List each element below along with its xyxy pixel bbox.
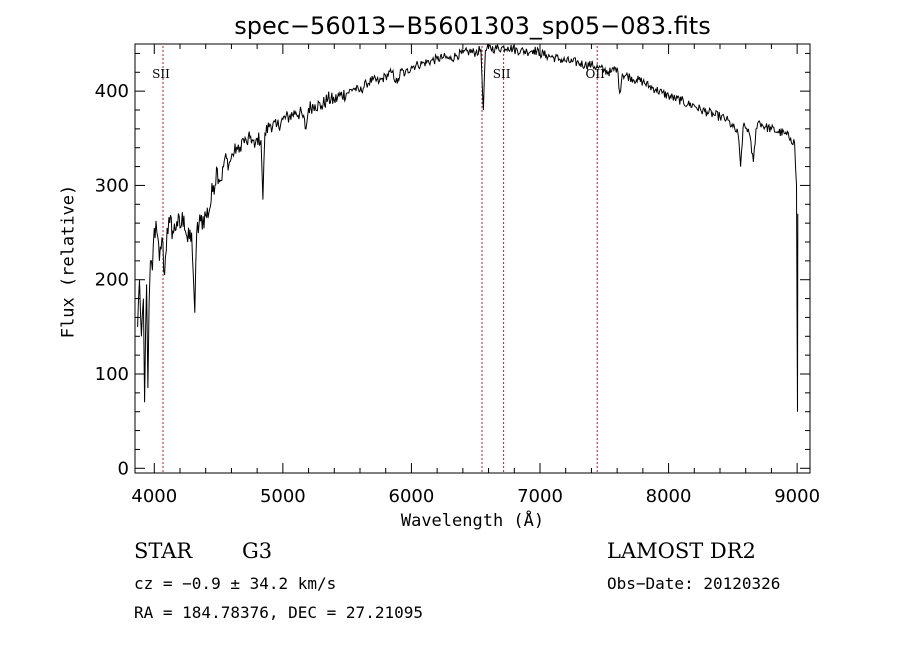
line-marker-label: SII (152, 67, 170, 81)
x-tick-label: 6000 (389, 486, 435, 507)
line-marker-label: SII (493, 67, 511, 81)
redshift-value: cz = −0.9 ± 34.2 km/s (134, 574, 337, 593)
spectrum-series-layer (137, 43, 799, 412)
coordinates: RA = 184.78376, DEC = 27.21095 (134, 603, 423, 622)
x-tick-label: 5000 (260, 486, 306, 507)
y-tick-label: 200 (95, 270, 129, 291)
line-marker-label: OII (586, 67, 606, 81)
plot-frame (134, 43, 811, 474)
y-tick-label: 0 (118, 458, 129, 479)
y-tick-label: 300 (95, 175, 129, 196)
survey-name: LAMOST DR2 (607, 539, 756, 563)
spectral-subclass: G3 (242, 539, 273, 563)
observation-date: Obs−Date: 20120326 (607, 574, 781, 593)
axis-ticks (135, 44, 810, 473)
emission-line-markers: SII SII OII (152, 46, 605, 473)
x-axis-label: Wavelength (Å) (400, 511, 545, 531)
x-tick-label: 4000 (131, 486, 177, 507)
y-axis-label: Flux (relative) (58, 184, 79, 339)
y-tick-label: 100 (95, 364, 129, 385)
x-tick-label: 9000 (774, 486, 820, 507)
chart-title: spec−56013−B5601303_sp05−083.fits (234, 12, 711, 40)
object-class: STAR (134, 539, 193, 563)
y-tick-label: 400 (95, 81, 129, 102)
tick-labels: 4000 5000 6000 7000 8000 9000 0 100 200 300 400 (95, 81, 820, 507)
x-tick-label: 8000 (646, 486, 692, 507)
spectrum-line (137, 43, 799, 412)
x-tick-label: 7000 (517, 486, 563, 507)
